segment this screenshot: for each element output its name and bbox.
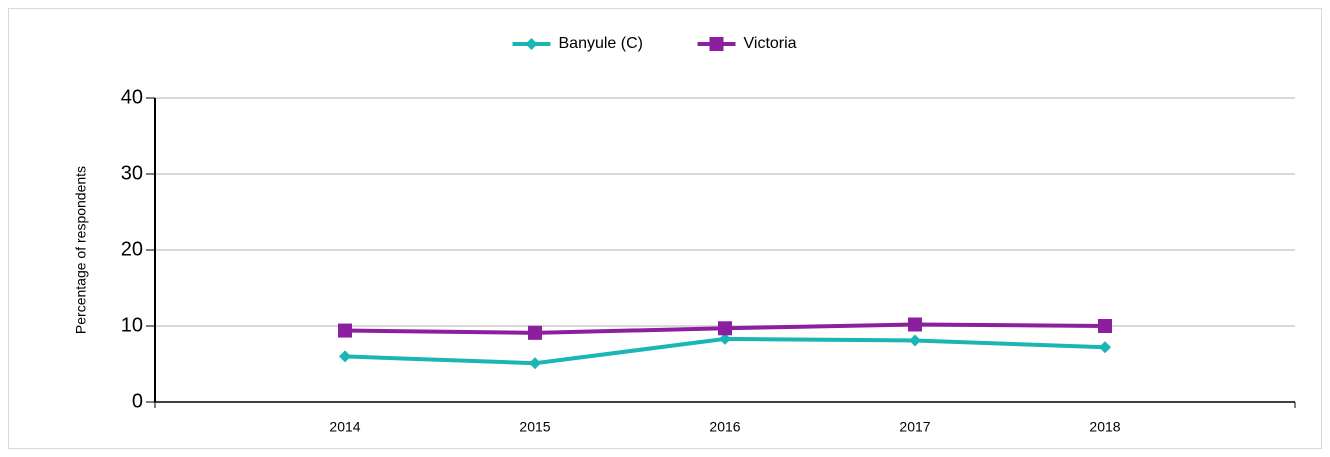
point <box>529 357 541 370</box>
legend-label: Victoria <box>744 35 797 52</box>
y-axis-label: Percentage of respondents <box>73 166 89 334</box>
x-tick-label: 2015 <box>519 419 550 435</box>
point <box>909 334 921 347</box>
legend-marker <box>525 38 538 50</box>
y-tick-label: 0 <box>132 390 143 412</box>
point <box>1099 341 1111 354</box>
y-tick-label: 40 <box>121 86 143 108</box>
legend-label: Banyule (C) <box>559 35 643 52</box>
y-tick-label: 10 <box>121 314 143 336</box>
point <box>718 321 732 336</box>
point <box>338 323 352 338</box>
y-tick-label: 20 <box>121 238 143 260</box>
point <box>1098 319 1112 333</box>
x-tick-label: 2016 <box>709 419 740 435</box>
x-tick-label: 2014 <box>329 419 360 435</box>
point <box>719 332 731 345</box>
point <box>908 317 922 332</box>
point <box>528 325 542 340</box>
x-tick-label: 2017 <box>899 419 930 435</box>
legend-marker <box>709 37 724 51</box>
chart-frame <box>8 8 1322 449</box>
y-tick-label: 30 <box>121 162 143 184</box>
point <box>339 350 351 363</box>
x-tick-label: 2018 <box>1089 419 1120 435</box>
